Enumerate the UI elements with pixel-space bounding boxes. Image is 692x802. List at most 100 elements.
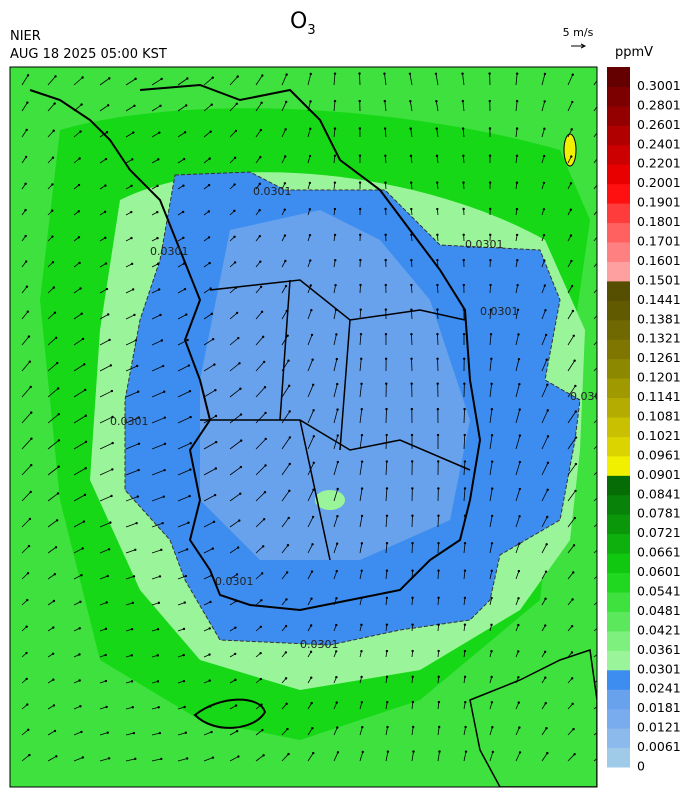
wind-arrowhead	[158, 288, 160, 290]
wind-arrowhead	[386, 542, 388, 544]
wind-arrowhead	[25, 652, 27, 654]
wind-arrowhead	[309, 259, 311, 261]
wind-arrowhead	[361, 434, 363, 436]
wind-arrowhead	[409, 100, 411, 102]
wind-arrowhead	[597, 652, 599, 654]
wind-arrowhead	[516, 234, 518, 236]
wind-arrowhead	[55, 337, 57, 339]
wind-arrowhead	[412, 701, 414, 703]
colorbar-swatch	[607, 456, 630, 476]
wind-arrowhead	[386, 460, 388, 462]
wind-arrowhead	[28, 335, 30, 337]
wind-arrowhead	[310, 676, 312, 678]
colorbar-label: 0.0901	[637, 467, 681, 482]
wind-arrowhead	[411, 569, 413, 571]
wind-arrowhead	[183, 680, 185, 682]
colorbar-label: 0.1501	[637, 272, 681, 287]
wind-arrowhead	[104, 211, 106, 213]
wind-arrowhead	[80, 574, 82, 576]
wind-arrowhead	[78, 236, 80, 238]
wind-arrowhead	[78, 679, 80, 681]
wind-arrowhead	[284, 155, 286, 157]
wind-arrowhead	[79, 601, 81, 603]
contour-label: 0.0301	[150, 245, 189, 258]
wind-arrowhead	[264, 491, 266, 493]
wind-arrowhead	[546, 752, 548, 754]
wind-arrowhead	[79, 287, 81, 289]
wind-arrowhead	[463, 308, 465, 310]
wind-arrowhead	[237, 337, 239, 339]
wind-arrowhead	[336, 358, 338, 360]
wind-arrowhead	[188, 495, 190, 497]
wind-arrowhead	[311, 359, 313, 361]
wind-arrowhead	[27, 310, 29, 312]
wind-arrowhead	[105, 706, 107, 708]
wind-arrowhead	[334, 181, 336, 183]
map-area: 0.03010.03010.03010.03010.03010.03010.03…	[10, 67, 609, 787]
wind-arrowhead	[236, 730, 238, 732]
unit-label: ppmV	[615, 45, 653, 60]
wind-arrowhead	[337, 751, 339, 753]
wind-arrowhead	[517, 597, 519, 599]
field-patch	[315, 490, 345, 510]
wind-arrowhead	[335, 597, 337, 599]
colorbar-swatch	[607, 650, 630, 670]
wind-arrowhead	[385, 259, 387, 261]
wind-arrowhead	[574, 385, 576, 387]
wind-arrowhead	[186, 77, 188, 79]
colorbar-swatch	[607, 184, 630, 204]
wind-arrowhead	[437, 434, 439, 436]
wind-arrowhead	[27, 729, 29, 731]
wind-arrowhead	[262, 754, 264, 756]
wind-arrowhead	[571, 285, 573, 287]
wind-arrowhead	[84, 389, 86, 391]
wind-arrow	[437, 334, 438, 345]
wind-arrowhead	[26, 678, 28, 680]
wind-arrowhead	[156, 211, 158, 213]
wind-arrowhead	[489, 155, 491, 157]
wind-arrowhead	[309, 128, 311, 130]
colorbar-label: 0.1081	[637, 409, 681, 424]
wind-arrowhead	[572, 571, 574, 573]
wind-arrowhead	[288, 517, 290, 519]
wind-arrowhead	[78, 157, 80, 159]
title-subscript: 3	[307, 23, 315, 38]
wind-arrowhead	[288, 410, 290, 412]
wind-arrowhead	[27, 74, 29, 76]
wind-arrowhead	[410, 259, 412, 261]
wind-arrowhead	[360, 676, 362, 678]
wind-arrowhead	[208, 184, 210, 186]
wind-arrowhead	[157, 654, 159, 656]
wind-arrowhead	[131, 158, 133, 160]
wind-arrowhead	[573, 544, 575, 546]
wind-arrowhead	[186, 339, 188, 341]
wind-arrowhead	[211, 313, 213, 315]
wind-arrowhead	[310, 284, 312, 286]
wind-arrowhead	[601, 518, 603, 520]
wind-arrowhead	[543, 128, 545, 130]
wind-arrowhead	[136, 365, 138, 367]
wind-arrowhead	[519, 488, 521, 490]
wind-arrowhead	[310, 73, 312, 75]
wind-arrowhead	[261, 729, 263, 731]
wind-arrowhead	[334, 208, 336, 210]
wind-arrowhead	[25, 129, 27, 131]
wind-arrowhead	[260, 599, 262, 601]
colorbar-swatch	[607, 728, 630, 748]
wind-arrowhead	[265, 438, 267, 440]
wind-arrowhead	[78, 210, 80, 212]
wind-arrowhead	[313, 462, 315, 464]
wind-arrowhead	[411, 460, 413, 462]
wind-arrowhead	[311, 334, 313, 336]
wind-arrowhead	[361, 408, 363, 410]
wind-arrowhead	[359, 181, 361, 183]
wind-arrowhead	[287, 753, 289, 755]
wind-arrowhead	[488, 72, 490, 74]
wind-arrowhead	[285, 677, 287, 679]
wind-arrowhead	[56, 362, 58, 364]
wind-arrowhead	[491, 570, 493, 572]
wind-arrowhead	[132, 131, 134, 133]
wind-arrowhead	[285, 625, 287, 627]
title: O3	[290, 9, 316, 38]
wind-arrowhead	[158, 131, 160, 133]
